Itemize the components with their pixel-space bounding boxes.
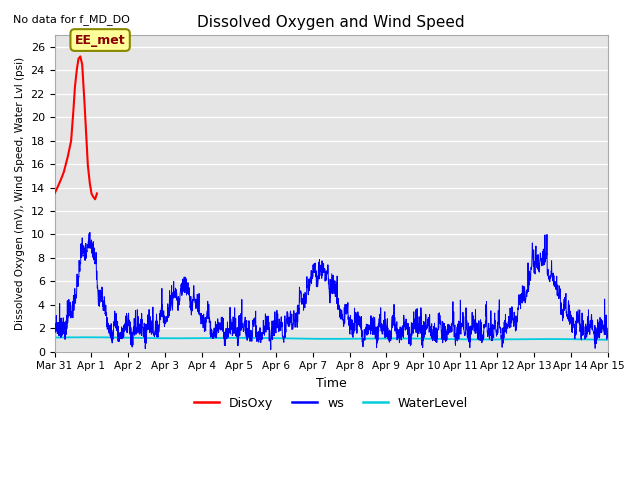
Text: EE_met: EE_met: [75, 34, 125, 47]
Title: Dissolved Oxygen and Wind Speed: Dissolved Oxygen and Wind Speed: [197, 15, 465, 30]
Y-axis label: Dissolved Oxygen (mV), Wind Speed, Water Lvl (psi): Dissolved Oxygen (mV), Wind Speed, Water…: [15, 57, 25, 330]
Legend: DisOxy, ws, WaterLevel: DisOxy, ws, WaterLevel: [189, 392, 473, 415]
X-axis label: Time: Time: [316, 377, 346, 390]
Text: No data for f_MD_DO: No data for f_MD_DO: [13, 14, 130, 25]
